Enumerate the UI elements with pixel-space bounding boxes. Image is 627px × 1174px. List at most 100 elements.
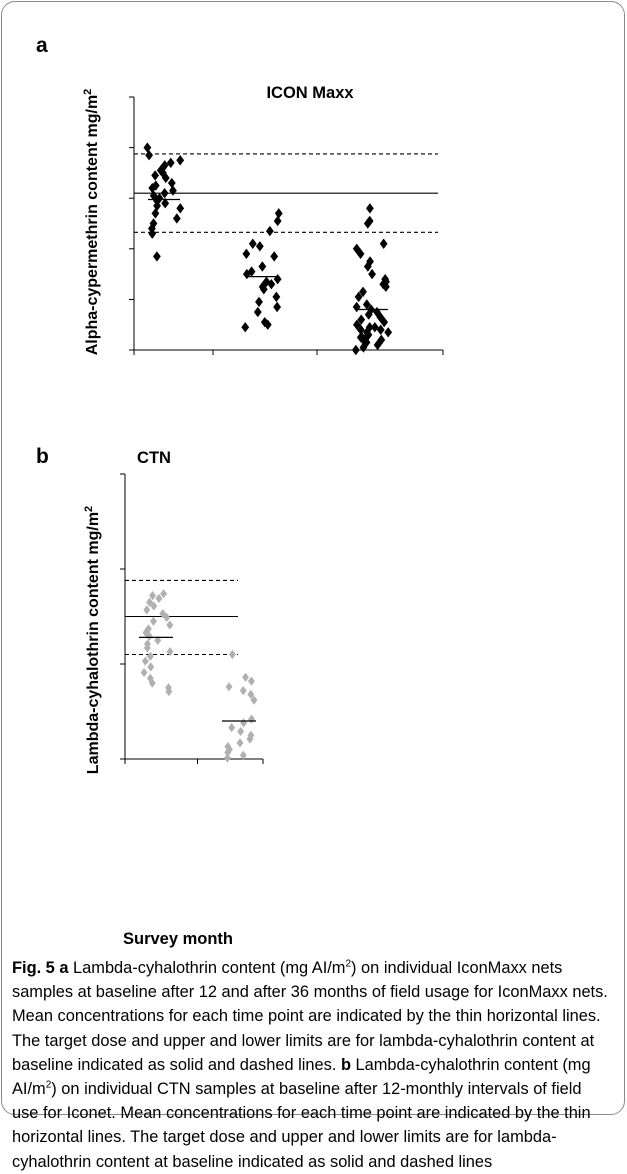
data-point xyxy=(354,291,363,303)
data-point xyxy=(143,643,151,653)
data-point xyxy=(167,177,176,189)
data-point xyxy=(247,689,255,699)
data-point xyxy=(147,223,156,234)
data-point xyxy=(176,155,185,166)
data-point xyxy=(151,170,160,181)
data-point xyxy=(161,172,170,184)
data-point xyxy=(160,589,168,599)
panel-b-xlabel: Survey month xyxy=(123,930,233,948)
data-point xyxy=(148,182,157,194)
data-point xyxy=(370,322,379,333)
caption-b-sup: 2 xyxy=(45,1079,52,1091)
data-point xyxy=(150,616,157,626)
data-point xyxy=(247,676,255,686)
data-point xyxy=(142,628,150,638)
data-point xyxy=(359,342,368,353)
data-point xyxy=(265,225,274,237)
data-point xyxy=(359,286,367,298)
data-point xyxy=(148,678,156,688)
data-point xyxy=(362,299,371,310)
data-point xyxy=(152,251,161,262)
data-point xyxy=(270,251,279,262)
caption-b-text-cont: ) on individual CTN samples at baseline … xyxy=(12,1080,591,1171)
data-point xyxy=(151,208,160,219)
data-point xyxy=(176,203,185,214)
data-point xyxy=(357,314,366,325)
panel-a-plot xyxy=(129,96,444,356)
caption-b-text: Lambda-cyhalothrin content (mg AI/m xyxy=(12,1055,591,1099)
data-point xyxy=(147,662,155,672)
caption-a-text: Lambda-cyhalothrin content (mg AI/m xyxy=(68,959,346,977)
data-point xyxy=(150,601,158,611)
data-point xyxy=(149,218,158,229)
data-point xyxy=(274,208,283,219)
figure-caption: Fig. 5 a Lambda-cyhalothrin content (mg … xyxy=(12,956,612,1174)
data-point xyxy=(228,649,236,660)
data-point xyxy=(376,324,385,335)
data-point xyxy=(160,160,169,171)
data-point xyxy=(149,591,157,601)
data-point xyxy=(259,284,268,295)
caption-a-label: a xyxy=(59,959,69,977)
data-point xyxy=(376,311,385,323)
data-point xyxy=(263,319,272,330)
data-point xyxy=(166,647,174,657)
data-point xyxy=(155,593,163,604)
data-point xyxy=(145,631,153,642)
data-point xyxy=(223,753,231,763)
data-point xyxy=(239,686,247,696)
data-point xyxy=(151,180,160,191)
data-point xyxy=(255,296,263,308)
data-point xyxy=(246,734,254,744)
data-point xyxy=(356,248,365,260)
panel-a-label: a xyxy=(36,34,48,57)
data-point xyxy=(255,241,264,252)
caption-a-text-cont: ) on individual IconMaxx nets samples at… xyxy=(12,959,608,1074)
panel-a-title: ICON Maxx xyxy=(266,84,354,102)
data-point xyxy=(242,672,250,682)
data-point xyxy=(225,682,233,692)
panel-a-ylabel: Alpha-cypermethrin content mg/m2 xyxy=(82,89,101,356)
data-point xyxy=(273,301,282,313)
data-point xyxy=(237,726,245,737)
data-point xyxy=(351,344,360,356)
data-point xyxy=(156,165,165,176)
caption-b-label: b xyxy=(340,1055,351,1074)
data-point xyxy=(228,723,236,733)
data-point xyxy=(146,597,154,607)
data-point xyxy=(384,327,393,338)
data-point xyxy=(267,279,276,290)
data-point xyxy=(250,695,258,705)
caption-a-sup: 2 xyxy=(345,958,352,970)
data-point xyxy=(242,248,251,260)
data-point xyxy=(240,718,248,728)
data-point xyxy=(236,738,244,748)
data-point xyxy=(380,316,389,328)
data-point xyxy=(143,605,151,615)
caption-fig-label: Fig. 5 xyxy=(12,959,55,977)
data-point xyxy=(163,612,171,623)
data-point xyxy=(141,656,149,666)
data-point xyxy=(165,686,173,697)
data-point xyxy=(148,228,157,239)
data-point xyxy=(253,306,262,318)
data-point xyxy=(248,238,257,249)
data-point xyxy=(364,309,373,320)
data-point xyxy=(273,215,282,227)
data-point xyxy=(272,291,281,303)
figure-frame xyxy=(1,1,625,1115)
data-point xyxy=(166,620,174,630)
data-point xyxy=(379,238,388,249)
data-point xyxy=(352,301,361,313)
data-point xyxy=(140,667,148,678)
data-point xyxy=(273,273,282,285)
data-point xyxy=(153,200,161,211)
data-point xyxy=(353,319,361,330)
data-point xyxy=(224,747,232,757)
data-point xyxy=(363,261,372,272)
data-point xyxy=(144,624,152,634)
figure-svg: a ICON Maxx Alpha-cypermethrin content m… xyxy=(36,34,444,948)
data-point xyxy=(248,714,255,724)
data-point xyxy=(239,750,247,760)
data-point xyxy=(143,142,152,153)
